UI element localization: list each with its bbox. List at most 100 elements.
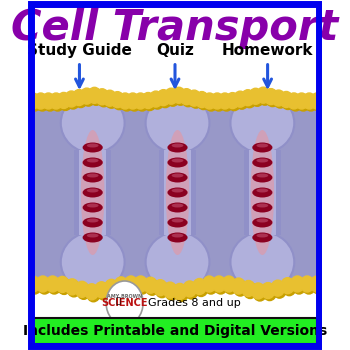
Circle shape	[212, 95, 226, 111]
Circle shape	[135, 95, 149, 111]
Circle shape	[136, 278, 149, 294]
Circle shape	[243, 92, 256, 108]
Circle shape	[300, 276, 314, 292]
Circle shape	[36, 95, 49, 111]
Bar	[32, 105, 318, 280]
Circle shape	[183, 281, 196, 297]
Circle shape	[163, 282, 177, 298]
Ellipse shape	[252, 203, 272, 212]
Circle shape	[252, 283, 265, 299]
Circle shape	[220, 95, 233, 111]
Text: Homework: Homework	[222, 43, 313, 58]
Circle shape	[57, 278, 71, 294]
Ellipse shape	[172, 144, 183, 147]
Ellipse shape	[87, 233, 99, 238]
Circle shape	[126, 278, 139, 294]
Circle shape	[80, 88, 93, 104]
Circle shape	[124, 276, 138, 292]
Text: 🧑: 🧑	[116, 296, 120, 306]
Circle shape	[203, 93, 216, 109]
Ellipse shape	[81, 130, 104, 255]
Circle shape	[34, 93, 48, 109]
Circle shape	[241, 90, 254, 106]
Circle shape	[134, 93, 147, 109]
Circle shape	[97, 284, 110, 300]
Circle shape	[290, 276, 304, 292]
Circle shape	[128, 95, 141, 111]
Circle shape	[146, 279, 159, 295]
Ellipse shape	[87, 218, 99, 223]
Circle shape	[165, 284, 178, 300]
Circle shape	[222, 276, 236, 292]
Circle shape	[257, 87, 270, 103]
Circle shape	[111, 92, 124, 108]
Circle shape	[310, 276, 324, 292]
Circle shape	[43, 95, 57, 111]
Ellipse shape	[87, 174, 99, 177]
Ellipse shape	[257, 203, 268, 208]
Text: Includes Printable and Digital Versions: Includes Printable and Digital Versions	[23, 324, 327, 338]
Circle shape	[258, 89, 272, 105]
Circle shape	[141, 92, 155, 108]
Ellipse shape	[87, 189, 99, 192]
Ellipse shape	[257, 233, 268, 238]
Ellipse shape	[87, 203, 99, 208]
Ellipse shape	[252, 158, 272, 168]
Circle shape	[296, 95, 310, 111]
Ellipse shape	[87, 159, 99, 162]
Ellipse shape	[172, 189, 183, 192]
Circle shape	[181, 91, 195, 107]
Circle shape	[302, 278, 316, 294]
Text: SCIENCE: SCIENCE	[102, 298, 148, 308]
Circle shape	[263, 285, 277, 301]
Circle shape	[46, 276, 60, 292]
Circle shape	[112, 94, 126, 110]
Circle shape	[282, 280, 296, 296]
Bar	[74, 150, 111, 235]
Circle shape	[103, 90, 117, 106]
Text: Cell Transport: Cell Transport	[11, 7, 339, 49]
Ellipse shape	[167, 217, 188, 228]
Circle shape	[106, 281, 143, 325]
Ellipse shape	[252, 232, 272, 243]
Circle shape	[203, 276, 216, 292]
Text: AMY BROWN: AMY BROWN	[107, 294, 142, 300]
Circle shape	[193, 279, 206, 294]
Ellipse shape	[257, 159, 268, 162]
Circle shape	[65, 279, 79, 295]
Circle shape	[287, 93, 301, 109]
Circle shape	[188, 90, 201, 106]
Ellipse shape	[83, 142, 103, 153]
Ellipse shape	[230, 232, 294, 292]
Circle shape	[251, 90, 264, 106]
Ellipse shape	[167, 203, 188, 212]
Circle shape	[154, 280, 167, 296]
Circle shape	[72, 90, 86, 106]
Ellipse shape	[252, 142, 272, 153]
Circle shape	[82, 90, 95, 106]
Circle shape	[197, 93, 210, 110]
Ellipse shape	[167, 173, 188, 182]
Circle shape	[175, 285, 188, 301]
Ellipse shape	[252, 188, 272, 197]
Circle shape	[151, 93, 164, 109]
Circle shape	[120, 95, 133, 111]
Circle shape	[42, 93, 55, 109]
Circle shape	[26, 276, 40, 292]
Circle shape	[280, 91, 293, 107]
Circle shape	[266, 91, 279, 107]
Ellipse shape	[167, 188, 188, 197]
Circle shape	[304, 95, 318, 111]
Ellipse shape	[172, 218, 183, 223]
Bar	[249, 150, 276, 235]
Circle shape	[106, 281, 120, 297]
Bar	[33, 318, 317, 344]
Ellipse shape	[166, 130, 189, 255]
Circle shape	[28, 278, 41, 294]
Circle shape	[97, 91, 111, 107]
Text: Grades 8 and up: Grades 8 and up	[148, 298, 241, 308]
Ellipse shape	[252, 217, 272, 228]
Circle shape	[204, 278, 218, 294]
Circle shape	[56, 276, 69, 292]
Circle shape	[312, 278, 326, 294]
